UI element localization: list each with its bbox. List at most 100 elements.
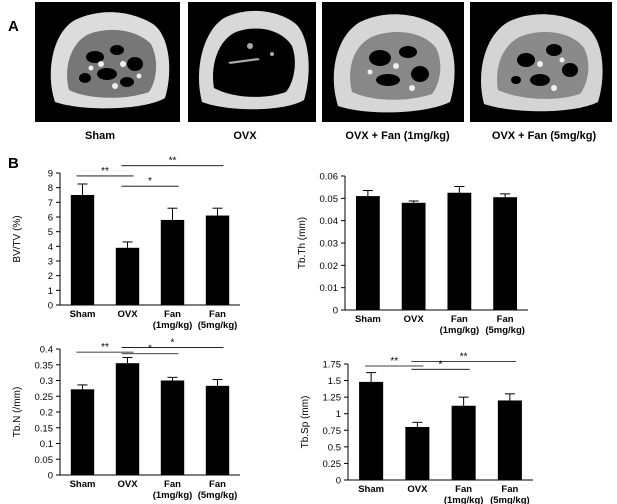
bar (355, 196, 380, 310)
bone-cross-section-icon (333, 14, 455, 113)
bar (205, 385, 230, 475)
micro-ct-label-ovx-fan-5: OVX + Fan (5mg/kg) (491, 130, 597, 142)
category-label: OVX (117, 309, 138, 320)
micro-ct-label-ovx: OVX (233, 130, 257, 142)
category-label: Fan (501, 484, 518, 495)
significance-label: * (439, 359, 443, 370)
category-label: (5mg/kg) (198, 490, 238, 501)
y-tick-label: 8 (48, 183, 53, 194)
y-tick-label: 0.75 (323, 426, 342, 437)
y-tick-label: 0.01 (320, 283, 339, 294)
y-tick-label: 9 (48, 169, 53, 180)
category-label: (1mg/kg) (440, 325, 480, 336)
y-tick-label: 7 (48, 198, 53, 209)
category-label: (1mg/kg) (444, 495, 484, 504)
bar (493, 197, 518, 310)
y-tick-label: 1.25 (323, 393, 342, 404)
category-label: Fan (497, 314, 514, 325)
y-tick-label: 0.4 (40, 345, 53, 356)
y-tick-label: 0.02 (320, 261, 339, 272)
category-label: Sham (70, 309, 96, 320)
category-label: Fan (451, 314, 468, 325)
y-tick-label: 3 (48, 257, 53, 268)
y-tick-label: 1 (48, 286, 53, 297)
category-label: OVX (407, 484, 428, 495)
significance-label: ** (390, 356, 398, 367)
bar (405, 426, 430, 480)
bar (70, 195, 95, 305)
category-label: Sham (358, 484, 384, 495)
significance-label: ** (460, 351, 468, 362)
y-tick-label: 0 (48, 471, 53, 482)
category-label: (5mg/kg) (485, 325, 525, 336)
y-tick-label: 0.05 (35, 455, 54, 466)
significance-label: ** (101, 166, 109, 177)
category-label: (1mg/kg) (153, 320, 193, 331)
y-tick-label: 0 (333, 306, 338, 317)
significance-label: * (148, 176, 152, 187)
category-label: (5mg/kg) (198, 320, 238, 331)
category-label: OVX (117, 479, 138, 490)
bar (497, 400, 522, 480)
y-tick-label: 0.2 (40, 408, 53, 419)
y-tick-label: 0 (336, 476, 341, 487)
bone-cross-section-icon (50, 12, 170, 109)
micro-ct-image-ovx-fan-5 (470, 2, 612, 122)
y-axis-label: Tb.N (/mm) (12, 387, 23, 438)
y-tick-label: 1.5 (328, 376, 341, 387)
y-tick-label: 4 (48, 242, 53, 253)
category-label: (1mg/kg) (153, 490, 193, 501)
significance-label: * (171, 337, 175, 348)
y-tick-label: 0.25 (323, 459, 342, 470)
micro-ct-label-sham: Sham (85, 130, 115, 142)
category-label: Fan (209, 309, 226, 320)
y-tick-label: 2 (48, 271, 53, 282)
y-tick-label: 0.3 (40, 376, 53, 387)
category-label: Fan (164, 309, 181, 320)
y-tick-label: 0.25 (35, 392, 54, 403)
bar (447, 192, 472, 310)
y-tick-label: 0.35 (35, 360, 54, 371)
category-label: Sham (355, 314, 381, 325)
bar (115, 247, 140, 305)
y-tick-label: 0.15 (35, 423, 54, 434)
y-tick-label: 0.5 (328, 442, 341, 453)
significance-label: * (148, 344, 152, 355)
category-label: Sham (70, 479, 96, 490)
bar (160, 219, 185, 305)
y-axis-label: Tb.Th (mm) (297, 217, 308, 269)
panel-a-letter: A (8, 18, 19, 35)
bar (451, 405, 476, 480)
y-tick-label: 0.1 (40, 439, 53, 450)
bar (160, 380, 185, 475)
y-tick-label: 0.04 (320, 216, 339, 227)
micro-ct-image-sham (35, 2, 180, 122)
bar (115, 363, 140, 475)
category-label: OVX (404, 314, 425, 325)
micro-ct-image-ovx (188, 2, 316, 122)
y-tick-label: 1.75 (323, 360, 342, 371)
panel-b-letter: B (8, 155, 19, 172)
y-axis-label: BV/TV (%) (12, 215, 23, 262)
bar (401, 202, 426, 310)
y-tick-label: 1 (336, 409, 341, 420)
category-label: Fan (209, 479, 226, 490)
y-tick-label: 0 (48, 301, 53, 312)
y-tick-label: 6 (48, 213, 53, 224)
y-tick-label: 5 (48, 227, 53, 238)
micro-ct-image-ovx-fan-1 (322, 2, 464, 122)
category-label: Fan (164, 479, 181, 490)
significance-label: ** (169, 156, 177, 167)
y-tick-label: 0.03 (320, 239, 339, 250)
category-label: Fan (455, 484, 472, 495)
significance-label: ** (101, 342, 109, 353)
y-axis-label: Tb.Sp (mm) (300, 396, 311, 449)
bar (205, 215, 230, 305)
micro-ct-label-ovx-fan-1: OVX + Fan (1mg/kg) (345, 130, 450, 142)
bar (70, 389, 95, 475)
category-label: (5mg/kg) (490, 495, 530, 504)
bar (359, 381, 384, 480)
bone-cross-section-icon (198, 10, 309, 110)
y-tick-label: 0.06 (320, 172, 339, 183)
